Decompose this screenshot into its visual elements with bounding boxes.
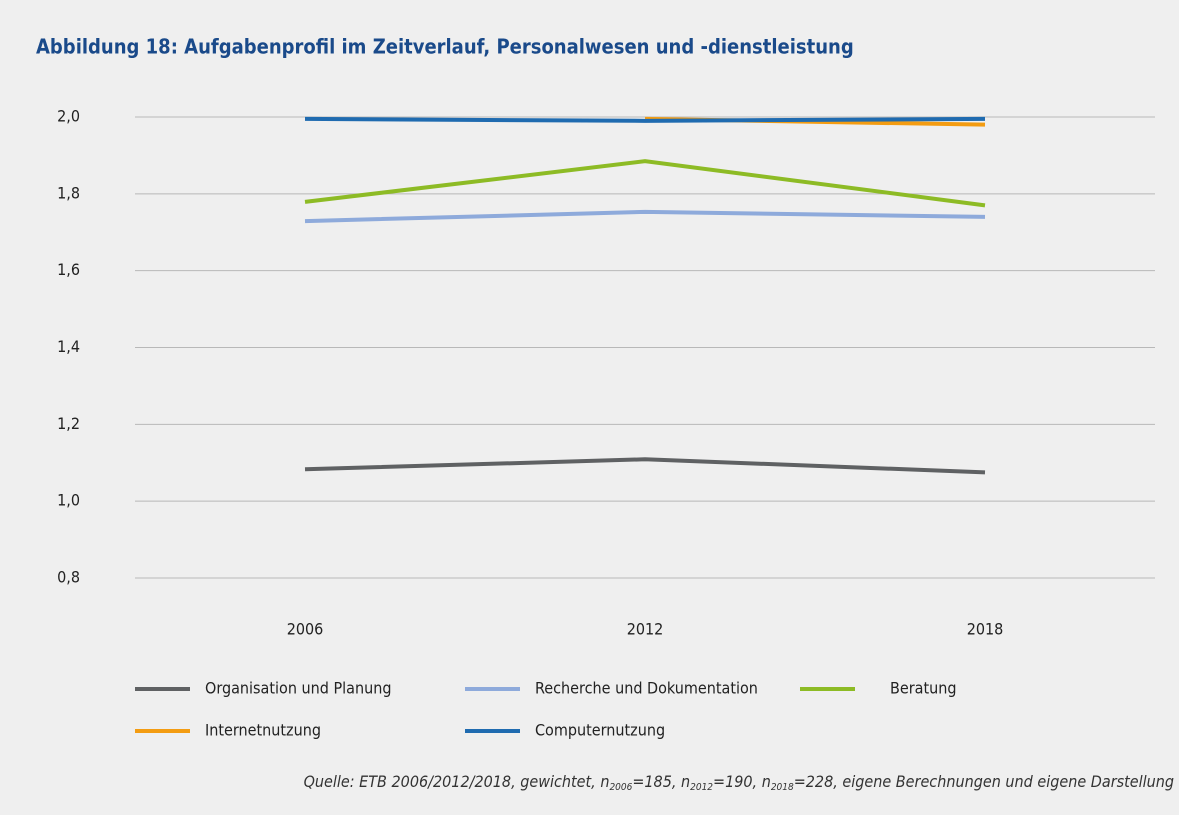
x-tick-label: 2018 (967, 620, 1004, 639)
legend-label: Organisation und Planung (205, 679, 391, 698)
series-line (304, 457, 986, 475)
source-subscript: 2006 (609, 782, 632, 793)
x-tick-label: 2006 (287, 620, 324, 639)
legend-label: Internetnutzung (205, 721, 321, 740)
source-text: =190, n (713, 772, 771, 791)
source-subscript: 2012 (690, 782, 713, 793)
y-tick-label: 1,8 (57, 183, 80, 202)
source-text: Quelle: ETB 2006/2012/2018, gewichtet, n (304, 772, 610, 791)
y-tick-label: 1,4 (57, 337, 80, 356)
legend-label: Beratung (890, 679, 957, 698)
y-tick-label: 1,2 (57, 414, 80, 433)
y-tick-label: 1,6 (57, 260, 80, 279)
y-tick-label: 1,0 (57, 491, 80, 510)
series-line (304, 209, 986, 224)
legend-label: Recherche und Dokumentation (535, 679, 758, 698)
source-note: Quelle: ETB 2006/2012/2018, gewichtet, n… (304, 772, 1174, 794)
x-tick-label: 2012 (627, 620, 664, 639)
source-subscript: 2018 (771, 782, 794, 793)
chart-title: Abbildung 18: Aufgabenprofil im Zeitverl… (36, 35, 854, 59)
legend-label: Computernutzung (535, 721, 665, 740)
source-text: =228, eigene Berechnungen und eigene Dar… (794, 772, 1174, 791)
y-tick-label: 0,8 (57, 568, 80, 587)
series-line (304, 116, 986, 123)
y-tick-label: 2,0 (57, 107, 80, 126)
source-text: =185, n (632, 772, 690, 791)
series-line (304, 159, 986, 208)
